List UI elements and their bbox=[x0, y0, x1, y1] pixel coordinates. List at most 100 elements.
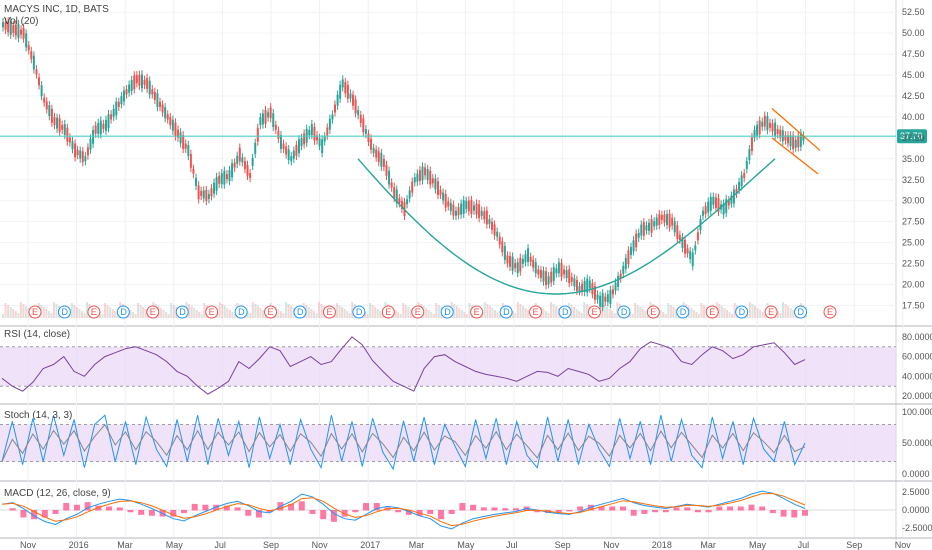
price-tick-label: 25.00 bbox=[902, 238, 925, 248]
event-letter: D bbox=[503, 307, 510, 317]
candle-body bbox=[249, 173, 252, 179]
candle-body bbox=[7, 21, 10, 33]
volume-bar bbox=[435, 303, 438, 318]
candle-body bbox=[501, 241, 504, 253]
x-tick-label: Nov bbox=[895, 540, 912, 550]
dividend-marker: D bbox=[116, 305, 130, 319]
candle-body bbox=[197, 185, 200, 200]
candle-body bbox=[223, 170, 226, 185]
volume-bar bbox=[193, 308, 196, 318]
candle-body bbox=[689, 251, 692, 260]
candle-body bbox=[794, 139, 797, 148]
event-circle bbox=[381, 305, 395, 319]
event-circle bbox=[617, 305, 631, 319]
candle-body bbox=[637, 232, 640, 238]
stoch-tick-label: 100.0000 bbox=[902, 407, 932, 417]
candle-body bbox=[539, 270, 542, 278]
volume-bar bbox=[659, 310, 662, 318]
x-tick-label: Nov bbox=[312, 540, 329, 550]
candle-body bbox=[339, 84, 342, 99]
macd-histogram-bar bbox=[619, 506, 626, 511]
volume-bar bbox=[432, 314, 435, 318]
volume-bar bbox=[2, 314, 4, 318]
candle-body bbox=[658, 214, 661, 225]
event-circle bbox=[735, 305, 749, 319]
volume-bar bbox=[397, 312, 400, 318]
candle-body bbox=[50, 108, 53, 123]
volume-bar bbox=[109, 307, 112, 318]
volume-bar bbox=[606, 307, 609, 318]
candle-body bbox=[601, 293, 604, 308]
volume-bar bbox=[27, 308, 30, 318]
earnings-marker: E bbox=[470, 305, 484, 319]
candle-body bbox=[447, 201, 450, 207]
volume-bar bbox=[669, 305, 672, 318]
event-letter: D bbox=[739, 307, 746, 317]
candle-body bbox=[171, 119, 174, 131]
candle-body bbox=[552, 267, 555, 281]
candle-body bbox=[547, 276, 550, 285]
price-tick-label: 35.00 bbox=[902, 154, 925, 164]
volume-bar bbox=[50, 313, 53, 318]
candle-body bbox=[565, 270, 568, 278]
candle-body bbox=[140, 74, 143, 89]
candle-body bbox=[426, 169, 429, 180]
candle-body bbox=[635, 233, 638, 248]
candle-body bbox=[431, 178, 434, 184]
event-letter: D bbox=[621, 307, 628, 317]
candle-body bbox=[452, 204, 455, 216]
volume-bar bbox=[437, 305, 440, 318]
candle-body bbox=[442, 192, 445, 201]
volume-bar bbox=[585, 304, 588, 318]
candle-body bbox=[195, 177, 198, 186]
candle-body bbox=[761, 121, 764, 127]
candle-body bbox=[133, 75, 136, 90]
candle-body bbox=[341, 79, 344, 88]
stoch-tick-label: 0.0000 bbox=[902, 469, 930, 479]
candle-body bbox=[86, 147, 89, 156]
macd-histogram-bar bbox=[791, 510, 798, 518]
macd-label: MACD (12, 26, close, 9) bbox=[4, 488, 111, 499]
price-tick-label: 20.00 bbox=[902, 279, 925, 289]
macd-histogram-bar bbox=[234, 507, 241, 511]
volume-bar bbox=[190, 306, 193, 318]
candle-body bbox=[189, 153, 192, 168]
volume-bar bbox=[111, 309, 114, 318]
macd-histogram-bar bbox=[448, 510, 455, 514]
volume-bar bbox=[430, 312, 433, 318]
candle-body bbox=[678, 234, 681, 240]
candle-body bbox=[722, 203, 725, 215]
candle-body bbox=[45, 101, 48, 110]
candle-body bbox=[79, 150, 82, 159]
event-circle bbox=[87, 305, 101, 319]
volume-bar bbox=[636, 305, 639, 318]
volume-bar bbox=[221, 304, 224, 318]
candle-body bbox=[599, 295, 602, 307]
volume-bar bbox=[453, 304, 456, 318]
volume-bar bbox=[114, 311, 117, 318]
volume-bar bbox=[455, 306, 458, 318]
candle-body bbox=[702, 210, 705, 216]
volume-bar bbox=[172, 305, 175, 318]
volume-bar bbox=[12, 309, 15, 318]
volume-bar bbox=[601, 303, 604, 318]
macd-histogram-bar bbox=[213, 504, 220, 511]
x-tick-label: May bbox=[457, 540, 475, 550]
volume-bar bbox=[511, 311, 514, 318]
macd-histogram-bar bbox=[480, 507, 487, 511]
candle-body bbox=[467, 200, 470, 212]
candle-body bbox=[408, 190, 411, 199]
volume-bar bbox=[463, 312, 466, 318]
candle-body bbox=[12, 24, 15, 33]
candle-body bbox=[76, 150, 79, 156]
x-tick-label: Nov bbox=[603, 540, 620, 550]
event-circle bbox=[646, 305, 660, 319]
event-circle bbox=[529, 305, 543, 319]
candle-body bbox=[668, 213, 671, 228]
volume-bar bbox=[132, 312, 135, 318]
candle-body bbox=[233, 162, 236, 168]
macd-histogram-bar bbox=[181, 510, 188, 514]
candle-body bbox=[20, 29, 23, 35]
candle-body bbox=[611, 289, 614, 295]
